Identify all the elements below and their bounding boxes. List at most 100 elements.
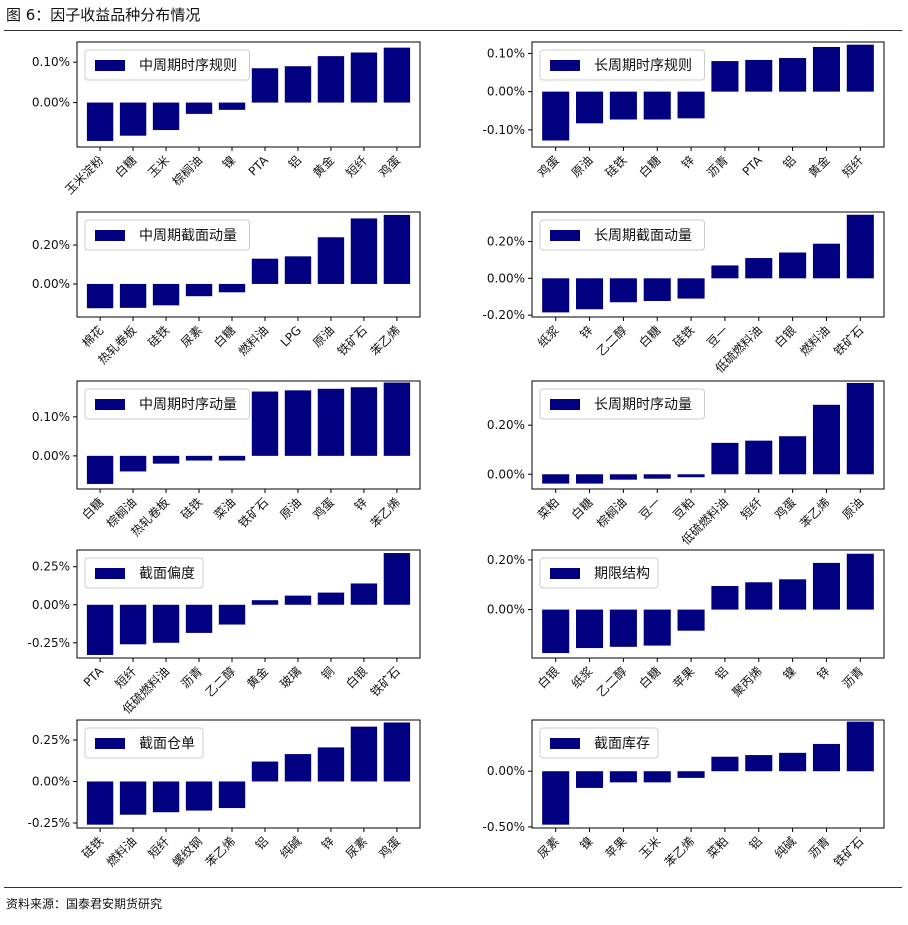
bar bbox=[251, 258, 279, 284]
bar bbox=[251, 761, 279, 782]
footer-divider bbox=[4, 887, 902, 888]
y-tick-label: 0.00% bbox=[487, 764, 525, 778]
y-tick-label: 0.20% bbox=[32, 238, 70, 252]
legend-swatch bbox=[95, 738, 125, 749]
figure-title: 图 6：因子收益品种分布情况 bbox=[6, 6, 201, 24]
bar bbox=[846, 721, 874, 772]
bar bbox=[576, 474, 604, 484]
x-tick-label: 乙二醇 bbox=[593, 323, 629, 359]
bar bbox=[185, 283, 213, 297]
y-tick-label: 0.20% bbox=[487, 234, 525, 248]
legend-swatch bbox=[550, 738, 580, 749]
bar bbox=[779, 252, 807, 279]
bar bbox=[745, 59, 773, 92]
bar bbox=[576, 609, 604, 649]
bar bbox=[350, 218, 378, 284]
bar bbox=[152, 455, 180, 464]
legend-swatch bbox=[95, 568, 125, 579]
bar bbox=[542, 91, 570, 141]
x-tick-label: 玉米 bbox=[636, 834, 663, 861]
x-tick-label: 乙二醇 bbox=[593, 664, 629, 700]
bar bbox=[86, 604, 114, 655]
y-tick-label: 0.10% bbox=[32, 55, 70, 69]
x-tick-label: 沥青 bbox=[704, 153, 731, 180]
title-divider bbox=[4, 30, 902, 31]
bar bbox=[677, 771, 705, 778]
x-tick-label: 铁矿石 bbox=[335, 323, 370, 358]
bar bbox=[251, 600, 279, 605]
x-tick-label: 锌 bbox=[577, 323, 595, 341]
bar bbox=[383, 382, 411, 456]
bar bbox=[152, 102, 180, 131]
plot-frame bbox=[531, 211, 885, 318]
x-tick-label: 燃料油 bbox=[797, 323, 833, 359]
x-tick-label: 玻璃 bbox=[277, 664, 304, 691]
y-tick-label: 0.00% bbox=[487, 85, 525, 99]
x-tick-label: 白糖 bbox=[112, 153, 140, 181]
x-tick-label: 硅铁 bbox=[145, 323, 172, 350]
plot-frame bbox=[531, 380, 885, 490]
x-tick-label: 鸡蛋 bbox=[375, 834, 403, 862]
legend-swatch bbox=[550, 399, 580, 410]
plot-frame bbox=[76, 211, 421, 318]
x-tick-label: 玉米 bbox=[145, 153, 172, 180]
bar bbox=[350, 726, 378, 782]
bar bbox=[812, 404, 840, 475]
x-tick-label: 苯乙烯 bbox=[368, 495, 403, 530]
x-tick-label: 短纤 bbox=[343, 153, 370, 180]
bar bbox=[779, 752, 807, 772]
bar bbox=[576, 771, 604, 788]
x-tick-label: PTA bbox=[81, 664, 107, 690]
plot-frame bbox=[76, 549, 421, 659]
x-tick-label: 镍 bbox=[577, 834, 595, 852]
x-tick-label: 鸡蛋 bbox=[534, 153, 562, 181]
bar bbox=[119, 283, 147, 308]
x-tick-label: 铁矿石 bbox=[368, 664, 403, 699]
legend-label: 中周期时序动量 bbox=[139, 397, 237, 413]
legend-box bbox=[84, 388, 250, 420]
x-tick-label: 燃料油 bbox=[235, 323, 271, 359]
x-tick-label: 镍 bbox=[220, 153, 238, 171]
factor-chart: -0.25% 0.00% 0.25% 硅铁燃料油 短纤螺纹钢苯乙烯铝纯碱锌尿素 鸡蛋 截面仓… bbox=[28, 719, 421, 870]
x-tick-label: 玉米淀粉 bbox=[62, 153, 106, 197]
bar bbox=[119, 102, 147, 136]
legend-swatch bbox=[550, 60, 580, 71]
bar bbox=[284, 66, 312, 103]
bar bbox=[317, 237, 345, 284]
x-tick-label: 铝 bbox=[285, 153, 304, 172]
bar bbox=[185, 455, 213, 461]
x-tick-label: 白银 bbox=[534, 664, 562, 692]
bar bbox=[218, 604, 246, 625]
x-tick-label: 锌 bbox=[319, 834, 337, 852]
bar bbox=[119, 781, 147, 815]
plot-frame bbox=[531, 41, 885, 148]
y-tick-label: 0.00% bbox=[32, 96, 70, 110]
x-tick-label: 白银 bbox=[342, 664, 370, 692]
bar bbox=[812, 243, 840, 279]
x-tick-label: 聚丙烯 bbox=[730, 664, 765, 699]
bar bbox=[643, 91, 671, 120]
bar bbox=[677, 91, 705, 119]
x-tick-label: 白糖 bbox=[79, 495, 107, 523]
x-tick-label: 苹果 bbox=[670, 664, 697, 691]
legend-label: 长周期截面动量 bbox=[594, 228, 692, 244]
y-tick-label: 0.25% bbox=[32, 560, 70, 574]
bar bbox=[383, 553, 411, 605]
x-tick-label: 锌 bbox=[352, 495, 370, 513]
x-tick-label: 苯乙烯 bbox=[203, 834, 238, 869]
bar bbox=[383, 47, 411, 103]
x-tick-label: 硅铁 bbox=[178, 495, 205, 522]
legend-box bbox=[84, 219, 250, 251]
y-tick-label: -0.50% bbox=[483, 820, 525, 834]
y-tick-label: -0.25% bbox=[28, 816, 70, 830]
y-tick-label: -0.25% bbox=[28, 636, 70, 650]
x-tick-label: 豆一 bbox=[704, 323, 731, 350]
bar bbox=[677, 278, 705, 299]
x-tick-label: 硅铁 bbox=[670, 323, 697, 350]
y-tick-label: 0.20% bbox=[487, 418, 525, 432]
x-tick-label: 黄金 bbox=[805, 153, 833, 181]
bar bbox=[317, 388, 345, 456]
plot-frame bbox=[76, 719, 421, 829]
factor-chart: -0.50% 0.00% 尿素镍苹果 玉米苯乙烯 菜粕铝纯碱 沥青铁矿石 截面库存 bbox=[483, 719, 885, 870]
